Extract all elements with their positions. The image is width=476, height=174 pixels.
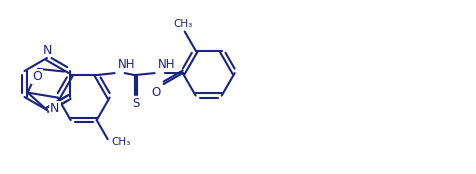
Text: S: S (132, 97, 139, 110)
Text: O: O (32, 70, 42, 83)
Text: NH: NH (118, 58, 135, 71)
Text: NH: NH (158, 58, 175, 71)
Text: N: N (50, 102, 60, 116)
Text: CH₃: CH₃ (173, 18, 192, 29)
Text: N: N (42, 44, 52, 57)
Text: O: O (151, 86, 160, 99)
Text: CH₃: CH₃ (112, 137, 131, 147)
